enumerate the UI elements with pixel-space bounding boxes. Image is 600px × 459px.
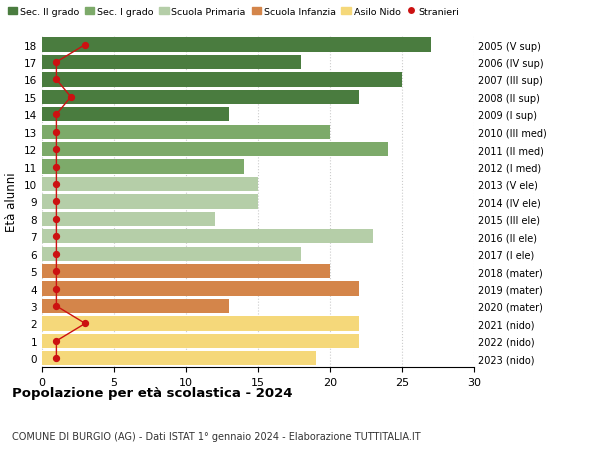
Point [52,251,61,258]
Point [52,233,61,241]
Point [52,337,61,345]
Point [52,146,61,153]
Text: COMUNE DI BURGIO (AG) - Dati ISTAT 1° gennaio 2024 - Elaborazione TUTTITALIA.IT: COMUNE DI BURGIO (AG) - Dati ISTAT 1° ge… [12,431,421,441]
Bar [42,282,359,296]
Bar [42,212,215,226]
Bar [42,160,244,174]
Legend: Sec. II grado, Sec. I grado, Scuola Primaria, Scuola Infanzia, Asilo Nido, Stran: Sec. II grado, Sec. I grado, Scuola Prim… [5,5,462,19]
Point [52,216,61,223]
Bar [42,108,229,122]
Point [52,77,61,84]
Point [80,42,90,49]
Point [52,285,61,292]
Bar [42,73,402,87]
Bar [42,334,359,348]
Bar [42,352,316,366]
Point [66,94,76,101]
Bar [42,264,330,279]
Point [52,302,61,310]
Text: Popolazione per età scolastica - 2024: Popolazione per età scolastica - 2024 [12,386,293,399]
Bar [42,38,431,52]
Bar [42,143,388,157]
Point [52,163,61,171]
Bar [42,90,359,105]
Bar [42,230,373,244]
Point [52,268,61,275]
Bar [42,178,258,192]
Point [52,355,61,362]
Point [52,198,61,206]
Point [52,129,61,136]
Bar [42,299,229,313]
Bar [42,125,330,140]
Point [80,320,90,327]
Point [52,59,61,67]
Bar [42,317,359,331]
Bar [42,247,301,261]
Point [52,181,61,188]
Y-axis label: Età alunni: Età alunni [5,172,19,232]
Point [52,112,61,119]
Bar [42,56,301,70]
Bar [42,195,258,209]
